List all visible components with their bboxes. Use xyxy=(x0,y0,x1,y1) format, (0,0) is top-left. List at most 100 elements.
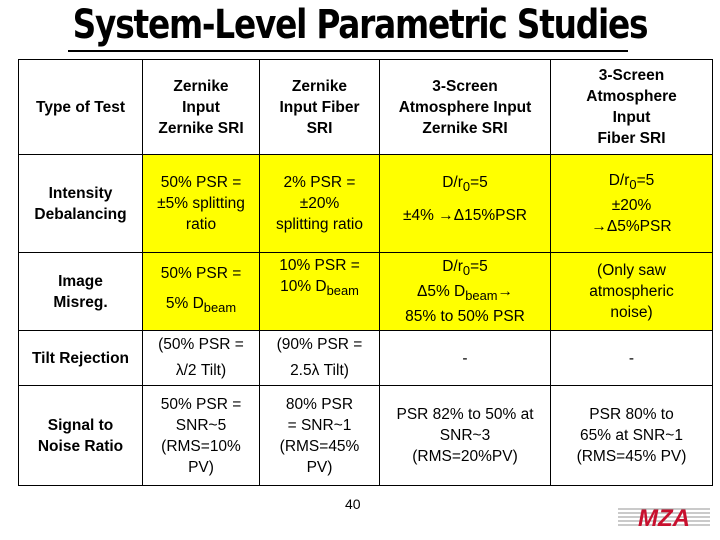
cell-text: =5 xyxy=(636,171,655,189)
table-cell: D/r0=5 Δ5% Dbeam→ 85% to 50% PSR xyxy=(379,252,551,331)
header-type-label: Type of Test xyxy=(36,98,125,116)
cell-text: ratio xyxy=(185,216,217,233)
header-zernike-input-fiber-sri: Zernike Input Fiber SRI xyxy=(259,59,380,155)
header-text: Input xyxy=(182,98,220,116)
cell-text: 50% PSR = xyxy=(160,395,242,413)
cell-text: (RMS=45% PV) xyxy=(576,448,687,465)
table-cell: (90% PSR = 2.5λ Tilt) xyxy=(259,330,380,386)
cell-text: atmospheric xyxy=(589,283,674,300)
cell-text: PSR 82% to 50% at xyxy=(396,406,534,423)
table-cell: 50% PSR = 5% Dbeam xyxy=(142,252,260,331)
cell-subscript: beam xyxy=(203,300,237,316)
header-text: Input Fiber xyxy=(279,98,360,116)
logo-text: MZA xyxy=(638,505,690,529)
header-text: 3-Screen xyxy=(432,77,498,95)
cell-text: → xyxy=(497,283,514,300)
table-row: Signal to Noise Ratio 50% PSR = SNR~5 (R… xyxy=(18,385,713,486)
row-label-text: Intensity xyxy=(48,184,113,202)
header-text: Atmosphere xyxy=(586,88,677,105)
cell-text: λ/2 Tilt) xyxy=(175,362,227,379)
cell-text: SNR~3 xyxy=(439,427,491,444)
cell-text: D/r xyxy=(442,257,463,275)
table-row: Image Misreg. 50% PSR = 5% Dbeam 10% PSR… xyxy=(18,252,713,331)
cell-text: (RMS=10% xyxy=(161,437,241,455)
table-cell: PSR 80% to 65% at SNR~1 (RMS=45% PV) xyxy=(550,385,713,486)
table-cell: 50% PSR = SNR~5 (RMS=10% PV) xyxy=(142,385,260,486)
cell-text: (RMS=20%PV) xyxy=(412,448,518,465)
cell-text: 2% PSR = xyxy=(283,174,356,191)
cell-text: 50% PSR = xyxy=(160,265,242,283)
cell-text: (50% PSR = xyxy=(158,336,244,353)
cell-text: ±4% →Δ15%PSR xyxy=(403,207,527,225)
title-underline xyxy=(68,50,628,52)
cell-text: PSR 80% to xyxy=(589,406,674,423)
header-text: Zernike xyxy=(173,77,229,95)
table-cell: (Only saw atmospheric noise) xyxy=(550,252,713,331)
cell-text: 10% D xyxy=(280,278,327,295)
cell-text: = SNR~1 xyxy=(287,416,352,434)
table-cell: 50% PSR = ±5% splitting ratio xyxy=(142,154,260,253)
table-cell: D/r0=5 ±4% →Δ15%PSR xyxy=(379,154,551,253)
table-cell: 80% PSR = SNR~1 (RMS=45% PV) xyxy=(259,385,380,486)
cell-text: - xyxy=(462,349,468,367)
cell-text: splitting ratio xyxy=(275,216,363,233)
table-header-row: Type of Test Zernike Input Zernike SRI Z… xyxy=(18,59,713,155)
cell-text: (Only saw xyxy=(597,262,666,279)
page-number: 40 xyxy=(345,496,361,512)
cell-text: =5 xyxy=(470,173,488,191)
row-label-text: Signal to xyxy=(47,416,114,434)
parametric-studies-table: Type of Test Zernike Input Zernike SRI Z… xyxy=(18,59,713,486)
cell-text: (90% PSR = xyxy=(276,336,363,353)
header-text: SRI xyxy=(306,119,333,137)
cell-text: 5% D xyxy=(165,295,204,313)
cell-text: PV) xyxy=(306,458,333,476)
cell-text: →Δ5%PSR xyxy=(591,218,672,236)
table-cell: D/r0=5 ±20% →Δ5%PSR xyxy=(550,154,713,253)
cell-text: Δ5% D xyxy=(416,283,466,300)
header-type-of-test: Type of Test xyxy=(18,59,143,155)
row-label-tilt-rejection: Tilt Rejection xyxy=(18,330,143,386)
row-label-signal-to-noise: Signal to Noise Ratio xyxy=(18,385,143,486)
header-text: Zernike SRI xyxy=(158,119,244,137)
table-cell: PSR 82% to 50% at SNR~3 (RMS=20%PV) xyxy=(379,385,551,486)
header-zernike-input-zernike-sri: Zernike Input Zernike SRI xyxy=(142,59,260,155)
cell-text: (RMS=45% xyxy=(279,437,360,455)
header-text: Atmosphere Input xyxy=(398,98,532,116)
cell-text: noise) xyxy=(610,304,653,321)
cell-text: D/r xyxy=(442,173,463,191)
row-label-text: Misreg. xyxy=(53,293,108,311)
header-text: Fiber SRI xyxy=(597,130,666,147)
table-cell: 2% PSR = ±20% splitting ratio xyxy=(259,154,380,253)
cell-text: 50% PSR = xyxy=(160,174,242,191)
cell-text: 65% at SNR~1 xyxy=(580,427,683,444)
mza-logo: MZA xyxy=(618,505,710,529)
logo-stripes xyxy=(618,508,710,526)
table-cell: - xyxy=(550,330,713,386)
cell-text: SNR~5 xyxy=(175,416,227,434)
cell-subscript: 0 xyxy=(462,179,471,195)
row-label-text: Tilt Rejection xyxy=(31,349,130,367)
cell-text: 2.5λ Tilt) xyxy=(290,362,349,379)
header-text: Input xyxy=(612,109,651,126)
row-label-intensity-debalancing: Intensity Debalancing xyxy=(18,154,143,253)
header-text: Zernike xyxy=(291,77,348,95)
cell-subscript: beam xyxy=(465,288,498,304)
row-label-text: Debalancing xyxy=(34,205,127,223)
table-row: Tilt Rejection (50% PSR = λ/2 Tilt) (90%… xyxy=(18,330,713,386)
cell-subscript: 0 xyxy=(629,177,637,193)
table-cell: 10% PSR = 10% Dbeam xyxy=(259,252,380,331)
cell-subscript: 0 xyxy=(462,263,471,278)
cell-text: =5 xyxy=(470,257,488,275)
cell-text: D/r xyxy=(608,171,630,189)
cell-text: ±20% xyxy=(611,197,652,215)
header-3-screen-fiber-sri: 3-Screen Atmosphere Input Fiber SRI xyxy=(550,59,713,155)
cell-text: ±5% splitting xyxy=(157,195,245,212)
table-cell: - xyxy=(379,330,551,386)
cell-text: 10% PSR = xyxy=(279,257,360,274)
row-label-text: Image xyxy=(58,272,103,290)
header-text: Zernike SRI xyxy=(422,119,508,137)
row-label-image-misreg: Image Misreg. xyxy=(18,252,143,331)
header-text: 3-Screen xyxy=(598,67,665,84)
table-row: Intensity Debalancing 50% PSR = ±5% spli… xyxy=(18,154,713,253)
header-3-screen-zernike-sri: 3-Screen Atmosphere Input Zernike SRI xyxy=(379,59,551,155)
